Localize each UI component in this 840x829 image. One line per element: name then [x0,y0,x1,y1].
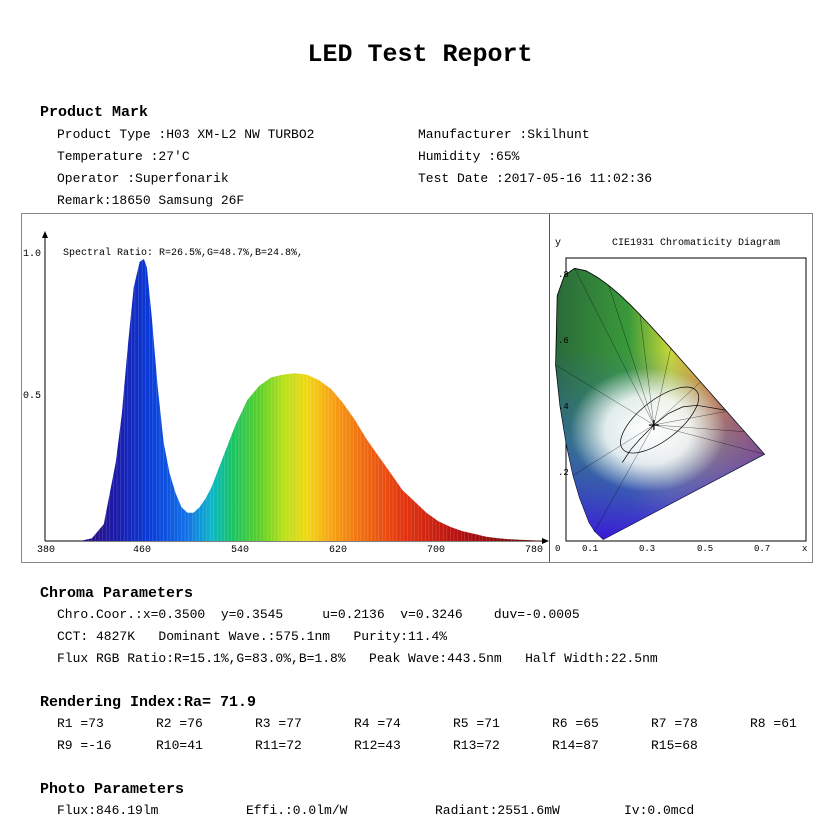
flux-value: Flux:846.19lm [57,803,159,818]
report-title: LED Test Report [307,40,533,69]
cie-y-tick: .8 [558,270,569,280]
rendering-value: R15=68 [651,738,698,753]
spectrum-area [68,259,546,541]
charts-panel: Spectral Ratio: R=26.5%,G=48.7%,B=24.8%,… [21,213,813,563]
region-boundary [653,424,745,433]
rendering-value: R10=41 [156,738,203,753]
region-boundary [639,314,655,425]
cie-y-label: y [555,238,561,249]
spectral-locus [555,267,766,540]
cie-diagram: y CIE1931 Chromaticity Diagram .8 .6 .4 … [555,237,807,554]
rendering-value: R7 =78 [651,716,698,731]
cie-title: CIE1931 Chromaticity Diagram [612,237,780,249]
region-boundary [653,381,701,426]
rendering-value: R6 =65 [552,716,599,731]
cie-x-tick: 0.5 [697,544,713,554]
rendering-heading: Rendering Index:Ra= 71.9 [40,694,257,711]
rendering-value: R11=72 [255,738,302,753]
humidity: Humidity :65% [418,149,520,164]
manufacturer: Manufacturer :Skilhunt [418,127,590,142]
x-tick-label: 460 [133,545,151,556]
region-boundary [653,348,671,425]
region-boundary [653,411,727,426]
temperature: Temperature :27'C [57,149,190,164]
efficacy-value: Effi.:0.0lm/W [246,803,348,818]
planckian-locus [622,404,726,463]
x-tick-label: 700 [427,545,445,556]
chroma-coordinates: Chro.Coor.:x=0.3500 y=0.3545 u=0.2136 v=… [57,607,580,622]
x-tick-label: 780 [525,545,543,556]
region-boundary [555,364,655,426]
rendering-value: R8 =61 [750,716,797,731]
region-boundary [594,424,655,532]
product-heading: Product Mark [40,104,149,121]
cie-y-tick: .2 [558,468,569,478]
test-date: Test Date :2017-05-16 11:02:36 [418,171,653,186]
x-tick-label: 620 [329,545,347,556]
panel-divider [549,214,550,562]
cie-x-label: x [802,544,807,554]
region-boundary [574,268,655,426]
x-tick-label: 380 [37,545,55,556]
region-boundary [572,424,655,476]
rendering-value: R4 =74 [354,716,401,731]
spectrum-chart: Spectral Ratio: R=26.5%,G=48.7%,B=24.8%,… [23,231,549,556]
cct-line: CCT: 4827K Dominant Wave.:575.1nm Purity… [57,629,448,644]
rendering-value: R3 =77 [255,716,302,731]
chromaticity-point [648,420,659,431]
cie-y-tick: .6 [558,336,569,346]
cie-x-tick: 0.1 [582,544,598,554]
region-boundary [608,285,655,425]
y-axis-arrow-icon [42,231,48,238]
rendering-value: R12=43 [354,738,401,753]
photo-heading: Photo Parameters [40,781,185,798]
remark: Remark:18650 Samsung 26F [57,193,245,208]
operator: Operator :Superfonarik [57,171,229,186]
flux-rgb-line: Flux RGB Ratio:R=15.1%,G=83.0%,B=1.8% Pe… [57,651,658,666]
cie-x-tick: 0.7 [754,544,770,554]
cie-x-tick: 0 [555,544,560,554]
chroma-heading: Chroma Parameters [40,585,194,602]
rendering-value: R5 =71 [453,716,500,731]
cie-y-tick: .4 [558,402,569,412]
product-type: Product Type :H03 XM-L2 NW TURBO2 [57,127,315,142]
spectrum-hatch [84,260,527,541]
rendering-value: R13=72 [453,738,500,753]
rendering-value: R2 =76 [156,716,203,731]
intensity-value: Iv:0.0mcd [624,803,695,818]
rendering-value: R1 =73 [57,716,104,731]
x-tick-label: 540 [231,545,249,556]
y-tick-label: 1.0 [23,249,41,260]
spectral-ratio: Spectral Ratio: R=26.5%,G=48.7%,B=24.8%, [63,247,303,259]
cie-x-tick: 0.3 [639,544,655,554]
rendering-value: R14=87 [552,738,599,753]
rendering-value: R9 =-16 [57,738,112,753]
y-tick-label: 0.5 [23,391,41,402]
radiant-value: Radiant:2551.6mW [435,803,560,818]
region-boundary [653,424,765,455]
